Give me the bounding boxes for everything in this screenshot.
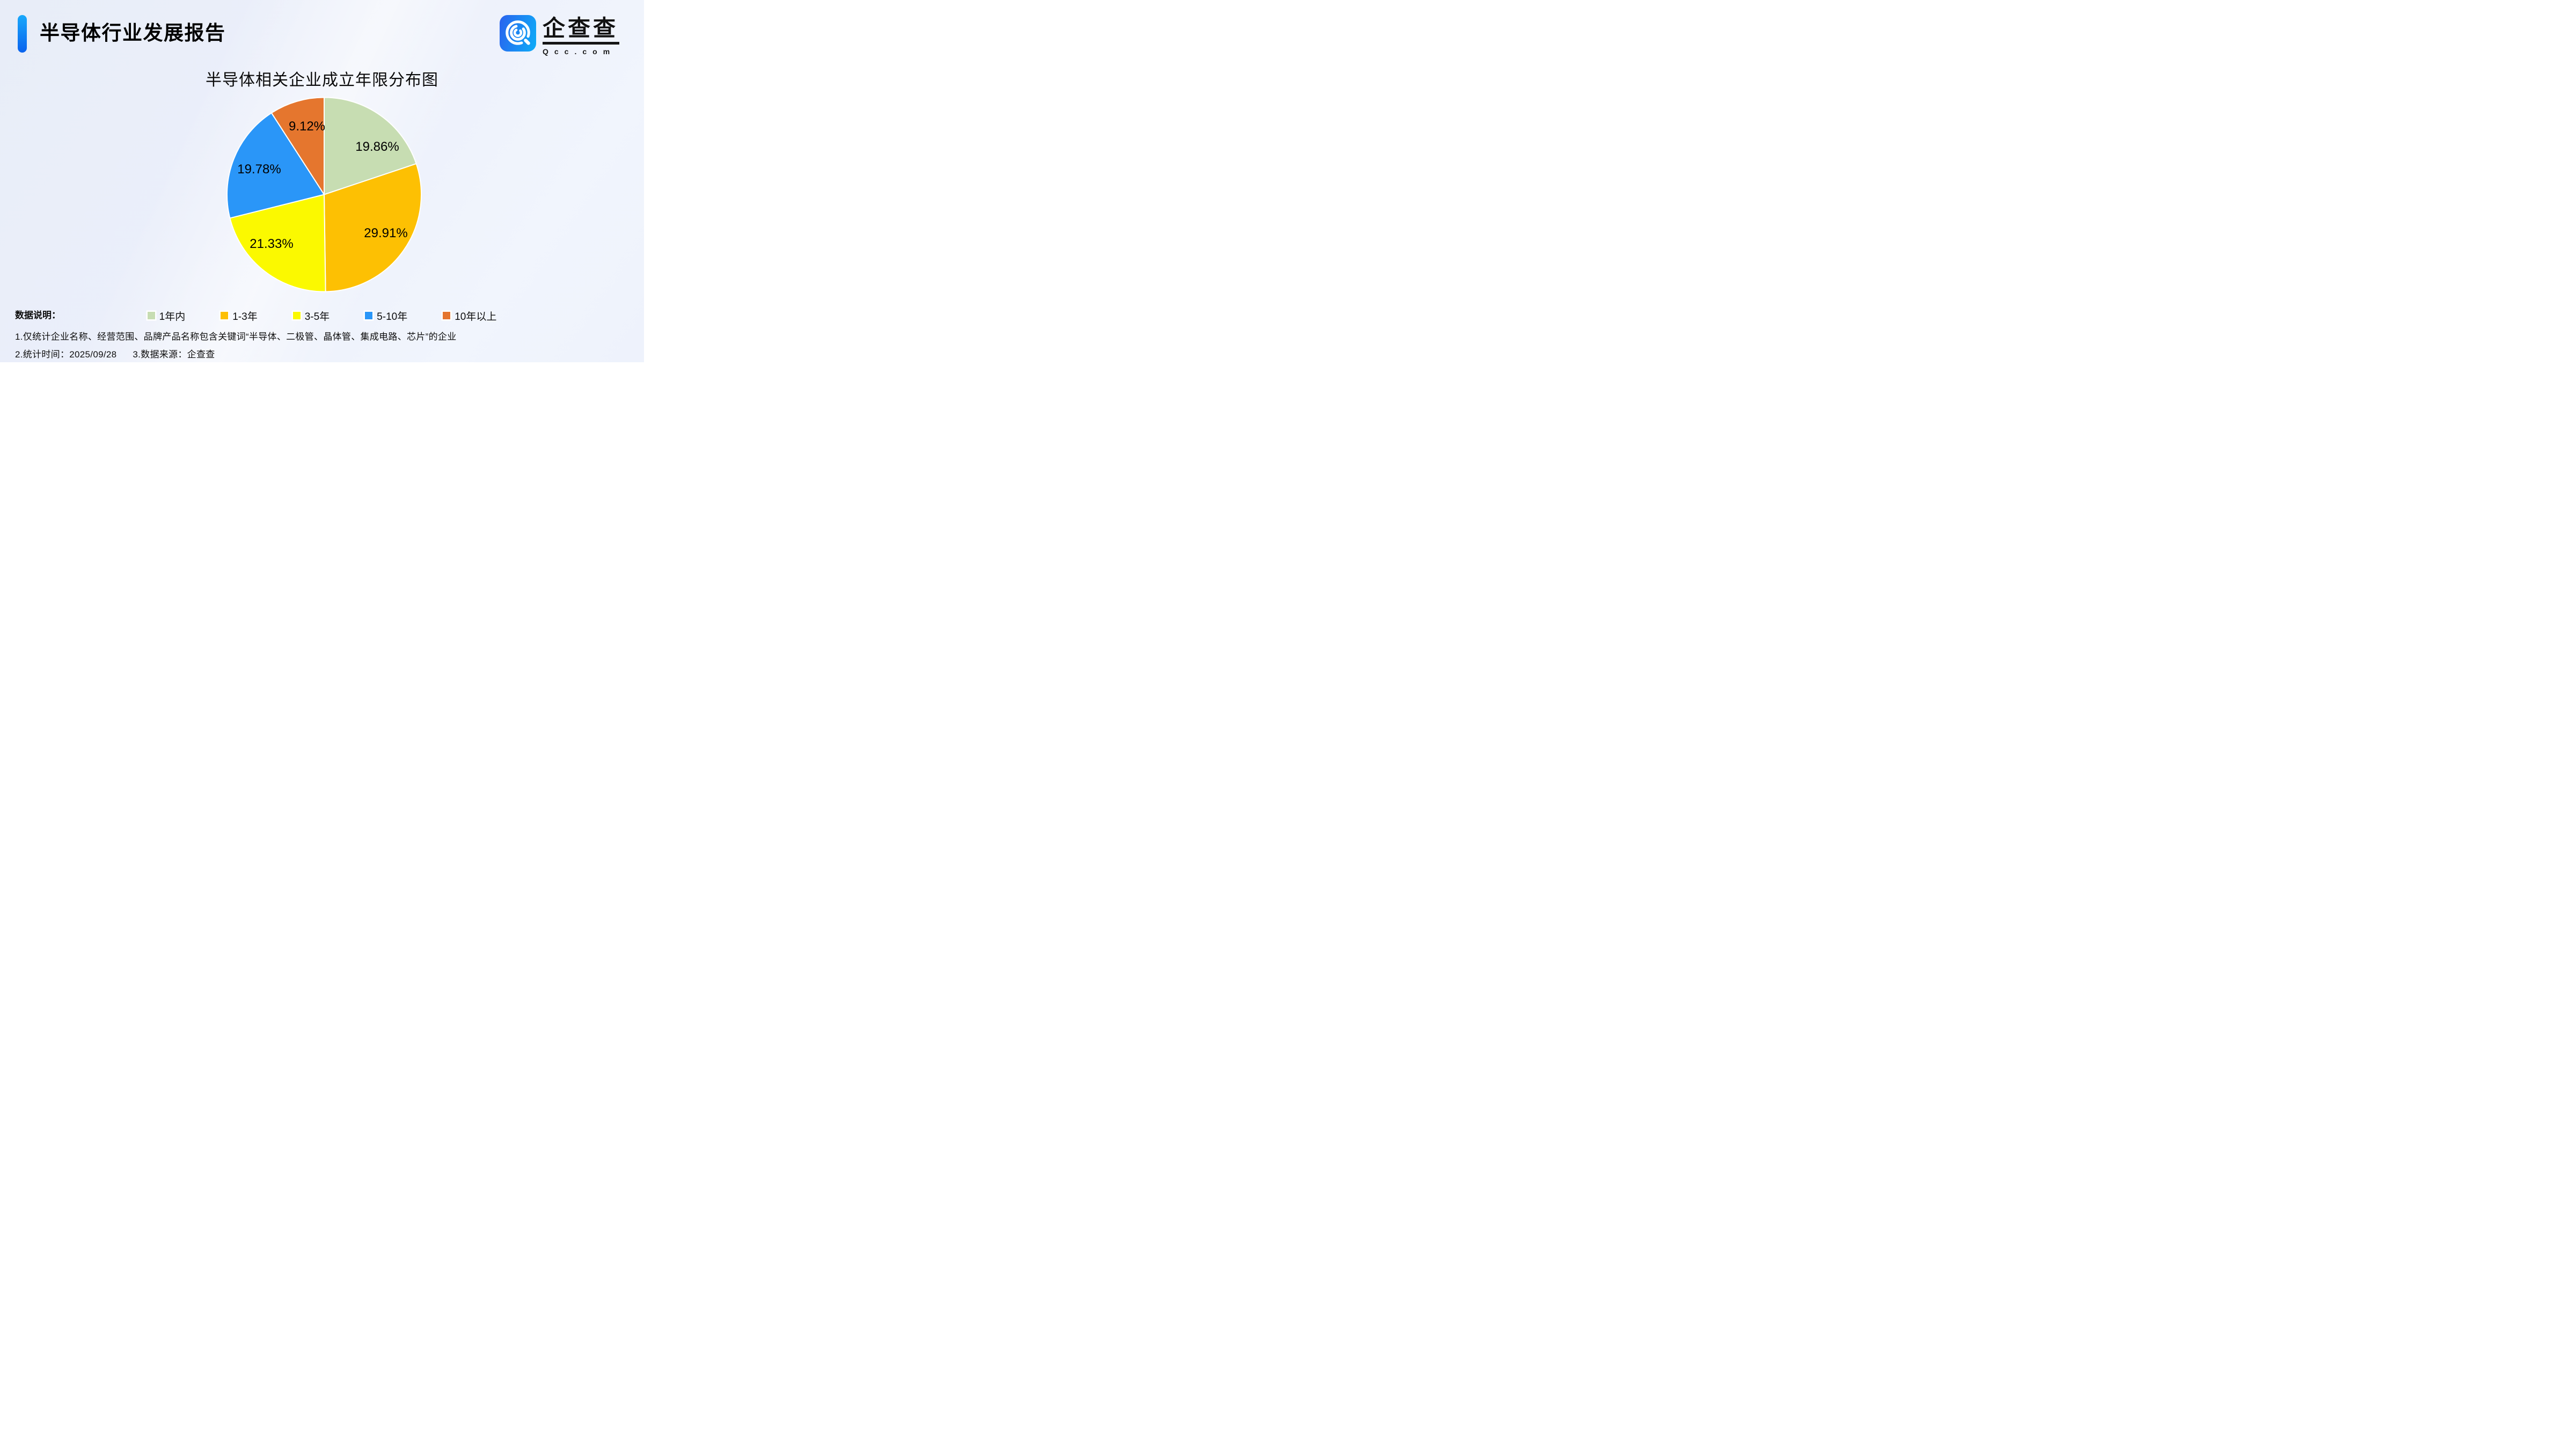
page-title: 半导体行业发展报告 (40, 22, 226, 44)
legend-item-1年内[interactable]: 1年内 (147, 309, 186, 323)
pie-chart (226, 97, 422, 292)
pie-slice-1年内[interactable] (324, 97, 417, 195)
pie-slice-10年以上[interactable] (270, 97, 325, 195)
legend-item-3-5年[interactable]: 3-5年 (292, 309, 330, 323)
pie-slice-3-5年[interactable] (229, 194, 326, 292)
legend-swatch-5-10年 (365, 312, 373, 319)
pie-slice-1-3年[interactable] (324, 163, 422, 292)
qcc-logo: 企查查 Qcc.com (500, 15, 621, 56)
data-note-1: 1.仅统计企业名称、经营范围、品牌产品名称包含关键词“半导体、二极管、晶体管、集… (15, 332, 457, 342)
chart-legend: 1年内 1-3年 3-5年 5-10年 10年以上 (15, 309, 629, 323)
legend-label-10年以上: 10年以上 (455, 311, 497, 323)
legend-swatch-1年内 (147, 312, 155, 319)
legend-label-1-3年: 1-3年 (232, 311, 258, 323)
chart-title: 半导体相关企业成立年限分布图 (206, 71, 438, 89)
legend-swatch-1-3年 (221, 312, 229, 319)
data-note-2-time: 2.统计时间：2025/09/28 (15, 349, 117, 360)
legend-item-10年以上[interactable]: 10年以上 (443, 309, 496, 323)
legend-item-1-3年[interactable]: 1-3年 (221, 309, 258, 323)
data-notes-heading: 数据说明： (15, 310, 61, 320)
legend-label-3-5年: 3-5年 (304, 311, 330, 323)
legend-swatch-3-5年 (292, 312, 301, 319)
data-note-2-source: 3.数据来源：企查查 (133, 349, 215, 360)
data-note-2: 2.统计时间：2025/09/28 3.数据来源：企查查 (15, 347, 215, 360)
legend-item-5-10年[interactable]: 5-10年 (365, 309, 407, 323)
report-canvas: 半导体行业发展报告 企查查 Qcc.com 半导体相关企业成立年限分布图 19.… (0, 0, 644, 362)
qcc-brand-name: 企查查 (543, 16, 619, 41)
legend-label-5-10年: 5-10年 (377, 311, 408, 323)
qcc-domain-text: Qcc.com (543, 47, 616, 56)
legend-swatch-10年以上 (443, 312, 451, 319)
title-accent-bar (18, 15, 27, 53)
legend-label-1年内: 1年内 (159, 311, 186, 323)
qcc-logo-underline (543, 42, 619, 45)
qcc-logo-text: 企查查 Qcc.com (543, 15, 621, 56)
legend-row: 数据说明： 1年内 1-3年 3-5年 5-10年 10年以上 (15, 309, 629, 323)
qcc-logo-icon (500, 15, 536, 52)
pie-slice-5-10年[interactable] (226, 112, 325, 219)
